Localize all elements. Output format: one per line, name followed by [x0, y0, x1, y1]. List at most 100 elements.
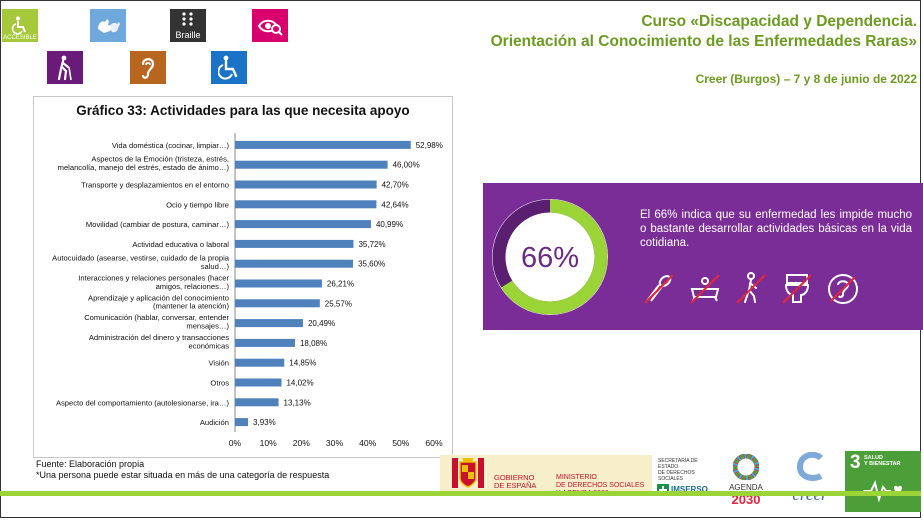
value-label: 3,93%	[253, 418, 276, 427]
footer-green-line	[0, 491, 921, 496]
footnote: *Una persona puede estar situada en más …	[36, 470, 330, 480]
bar	[235, 140, 411, 149]
eye-zoom-icon	[257, 19, 283, 36]
category-label: Vida doméstica (cocinar, limpiar…)	[112, 141, 230, 150]
x-tick-label: 40%	[359, 438, 377, 448]
hearing-icon	[828, 274, 858, 304]
progress-ring: 66%	[492, 199, 608, 315]
bar	[235, 279, 322, 288]
mobility-tile[interactable]	[47, 51, 83, 84]
x-tick-label: 10%	[260, 438, 278, 448]
category-label: Visión	[208, 359, 229, 368]
bar	[235, 180, 377, 189]
bar	[235, 239, 354, 248]
value-label: 14,02%	[286, 379, 313, 388]
chart-panel: Gráfico 33: Actividades para las que nec…	[33, 96, 453, 458]
chart-notes: Fuente: Elaboración propia *Una persona …	[36, 459, 329, 481]
value-label: 35,72%	[358, 240, 385, 249]
value-label: 14,85%	[289, 359, 316, 368]
category-label: Transporte y desplazamientos en el entor…	[81, 181, 229, 190]
bar	[235, 358, 285, 367]
value-label: 20,49%	[308, 319, 335, 328]
braille-dots-icon	[182, 12, 193, 26]
value-label: 35,60%	[358, 260, 385, 269]
secretaria-text: SECRETARÍA DE ESTADO DE DERECHOS SOCIALE…	[658, 458, 716, 482]
category-label: Aspectos de la Emoción (tristeza, estrés…	[58, 155, 230, 172]
value-label: 46,00%	[393, 161, 420, 170]
category-label: Movilidad (cambiar de postura, caminar…)	[86, 220, 230, 229]
creer-logo: creer	[779, 452, 841, 510]
cooking-icon	[644, 274, 674, 304]
accessible-tile[interactable]: ACCESIBLE	[2, 9, 38, 42]
wheelchair-icon	[11, 16, 26, 35]
category-label: Administración del dinero y transaccione…	[89, 333, 229, 350]
bar	[235, 299, 320, 308]
accessible-label: ACCESIBLE	[3, 35, 37, 41]
category-label: Comunicación (hablar, conversar, entende…	[84, 313, 229, 330]
category-label: Autocuidado (asearse, vestirse, cuidado …	[52, 254, 230, 271]
bar	[235, 160, 388, 169]
value-label: 18,08%	[300, 339, 327, 348]
category-label: Aprendizaje y aplicación del conocimient…	[88, 293, 229, 310]
value-label: 13,13%	[284, 398, 311, 407]
ods-number: 3	[850, 452, 861, 473]
gobierno-text: GOBIERNO DE ESPAÑA	[494, 474, 536, 490]
value-label: 26,21%	[327, 280, 354, 289]
ods-title: SALUD Y BIENESTAR	[864, 455, 900, 467]
ods-line1: SALUD	[864, 455, 883, 461]
ods-line2: Y BIENESTAR	[864, 461, 901, 467]
statistic-banner: 66% El 66% indica que su enfermedad les …	[483, 183, 923, 330]
creer-symbol-icon	[797, 452, 824, 481]
sign-language-icon	[98, 18, 120, 33]
bar	[235, 220, 371, 229]
bar-chart: Vida doméstica (cocinar, limpiar…) 52,98%…	[52, 133, 443, 448]
walking-icon	[736, 272, 766, 304]
secretaria-line1: SECRETARÍA DE ESTADO	[658, 458, 698, 470]
statistic-description: El 66% indica que su enfermedad les impi…	[640, 209, 912, 249]
x-tick-label: 30%	[326, 438, 344, 448]
imserso-logo: SECRETARÍA DE ESTADO DE DERECHOS SOCIALE…	[654, 455, 716, 511]
sdg-3-logo: 3 SALUD Y BIENESTAR	[845, 451, 921, 512]
x-tick-label: 60%	[425, 438, 443, 448]
gobierno-line1: GOBIERNO	[494, 473, 535, 482]
sdg-wheel-icon	[733, 454, 759, 480]
bar	[235, 200, 377, 209]
value-label: 25,57%	[325, 299, 352, 308]
category-label: Interacciones y relaciones personales (h…	[78, 274, 229, 291]
bar	[235, 259, 354, 268]
low-vision-tile[interactable]	[252, 9, 288, 42]
braille-tile[interactable]: Braille	[170, 9, 206, 42]
bar	[235, 418, 249, 427]
course-location-date: Creer (Burgos) – 7 y 8 de junio de 2022	[695, 72, 917, 86]
agenda-2030-logo: AGENDA 2030	[722, 452, 770, 510]
x-tick-label: 20%	[293, 438, 311, 448]
category-label: Ocio y tiempo libre	[166, 200, 229, 209]
spain-coat-of-arms-icon	[452, 458, 484, 488]
category-label: Aspecto del comportamiento (autolesionar…	[56, 398, 230, 407]
category-label: Audición	[200, 418, 229, 427]
bar	[235, 338, 295, 347]
sign-language-tile[interactable]	[90, 9, 126, 42]
percent-value: 66%	[521, 242, 579, 274]
hearing-tile[interactable]	[130, 51, 166, 84]
imserso-label: IMSERSO	[671, 485, 708, 494]
bar	[235, 378, 282, 387]
category-label: Actividad educativa o laboral	[132, 240, 229, 249]
category-label: Otros	[210, 379, 229, 388]
value-label: 42,64%	[381, 200, 408, 209]
course-title-line2: Orientación al Conocimiento de las Enfer…	[490, 33, 917, 50]
value-label: 52,98%	[416, 141, 443, 150]
value-label: 40,99%	[376, 220, 403, 229]
secretaria-line2: DE DERECHOS SOCIALES	[658, 470, 695, 482]
ear-icon	[141, 57, 155, 79]
x-tick-label: 50%	[392, 438, 410, 448]
ministerio-line2: DE DERECHOS SOCIALES	[556, 482, 645, 489]
agenda-label: AGENDA	[729, 483, 763, 492]
wheelchair-icon	[218, 55, 238, 80]
x-tick-label: 0%	[229, 438, 242, 448]
wheelchair-tile[interactable]	[211, 51, 247, 84]
course-title: Curso «Discapacidad y Dependencia. Orien…	[491, 12, 917, 52]
elderly-cane-icon	[57, 55, 72, 80]
ministerio-line1: MINISTERIO	[556, 474, 597, 481]
toilet-icon	[782, 274, 812, 304]
